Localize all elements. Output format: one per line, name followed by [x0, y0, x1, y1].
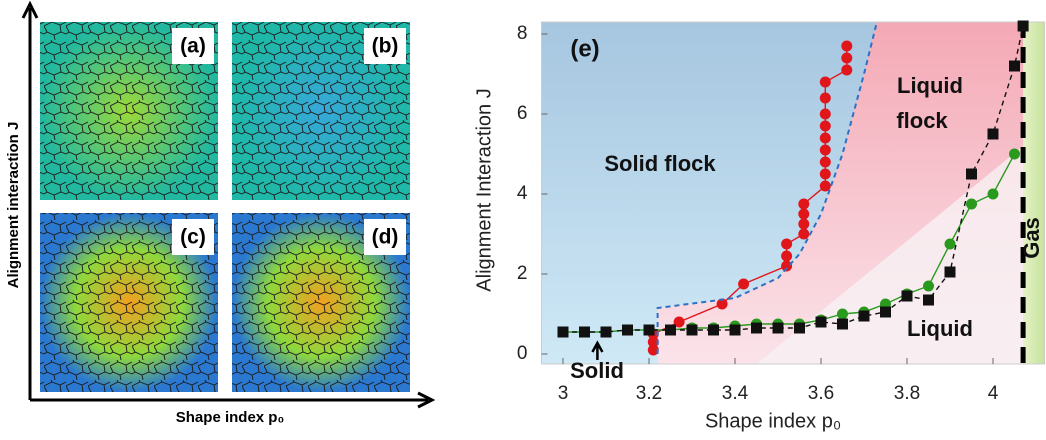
point	[966, 168, 977, 180]
series-line	[656, 21, 878, 354]
point	[647, 344, 659, 356]
point	[708, 324, 719, 336]
point	[686, 324, 698, 336]
panel-label: (a)	[180, 35, 206, 58]
point	[901, 290, 913, 302]
annotation: flock	[896, 108, 948, 133]
x-axis-label: Shape index p₀	[705, 410, 841, 432]
point	[837, 308, 848, 320]
annotation: Solid	[570, 358, 624, 383]
point	[819, 168, 831, 180]
point	[841, 52, 853, 64]
phase-diagram: 3 3.2 3.4 3.6 3.8 4 0 2 4 6 8 Shape index p₀ Alignme…	[473, 20, 1046, 432]
y-tick-label: 0	[517, 343, 528, 364]
label-box	[172, 28, 214, 64]
annotation: Liquid	[907, 316, 973, 341]
point	[1017, 20, 1029, 32]
y-axis-label: Alignment Interaction J	[473, 88, 495, 291]
gas-region	[1023, 22, 1045, 364]
label-box	[364, 28, 406, 64]
point	[579, 326, 590, 338]
point	[1009, 148, 1020, 160]
point	[622, 324, 633, 336]
x-tick-label: 3.4	[722, 383, 749, 404]
y-axis-label: Alignment interaction J	[5, 122, 22, 289]
label-box	[172, 219, 214, 255]
x-axis-label: Shape index p₀	[176, 409, 284, 426]
point	[781, 260, 793, 272]
point	[643, 324, 655, 336]
label-box	[364, 219, 406, 255]
point	[841, 64, 853, 76]
liquid-fade	[756, 146, 1024, 364]
point	[557, 326, 569, 338]
point	[819, 156, 831, 168]
solid-arrow	[591, 340, 604, 360]
point	[798, 228, 810, 240]
point	[1009, 60, 1020, 72]
gap	[30, 200, 430, 213]
y-tick-label: 6	[517, 103, 528, 124]
annotation: Liquid	[897, 73, 963, 98]
point	[819, 120, 831, 132]
point	[923, 280, 934, 292]
axis-arrows	[21, 0, 436, 409]
snapshot-panels: (a) (b) (c) (d) Alignment interaction J …	[5, 0, 436, 426]
point	[738, 278, 750, 290]
point	[781, 238, 793, 250]
point	[673, 316, 685, 328]
point	[819, 92, 831, 104]
point	[794, 322, 805, 334]
point	[819, 108, 831, 120]
point	[819, 144, 831, 156]
annotation: (e)	[570, 35, 599, 62]
point	[647, 336, 659, 348]
point	[665, 324, 676, 336]
point	[944, 238, 956, 250]
point	[729, 324, 741, 336]
point	[944, 266, 956, 278]
annotation: Gas	[1019, 217, 1044, 259]
point	[751, 322, 762, 334]
point	[798, 208, 810, 220]
y-tick-label: 4	[517, 183, 528, 204]
point	[819, 76, 831, 88]
point	[819, 132, 831, 144]
point	[841, 40, 853, 52]
point	[819, 180, 831, 192]
point	[798, 198, 810, 210]
point	[858, 310, 870, 322]
point	[600, 326, 612, 338]
plot-frame	[541, 21, 1046, 365]
x-tick-label: 3	[558, 383, 569, 404]
x-tick-label: 4	[988, 383, 999, 404]
point	[923, 294, 934, 306]
annotation: Solid flock	[604, 151, 716, 176]
point	[987, 128, 999, 140]
point	[880, 306, 891, 318]
point	[837, 318, 848, 330]
point	[716, 298, 728, 310]
point	[781, 250, 793, 262]
panel-label: (d)	[372, 226, 399, 249]
x-tick-label: 3.2	[636, 383, 662, 404]
point	[966, 198, 977, 210]
x-tick-label: 3.8	[894, 383, 920, 404]
y-tick-label: 8	[517, 23, 528, 44]
point	[772, 322, 784, 334]
point	[987, 188, 999, 200]
point	[798, 218, 810, 230]
point	[815, 316, 827, 328]
panel-label: (c)	[180, 226, 206, 249]
y-tick-label: 2	[517, 263, 528, 284]
panel-label: (b)	[372, 35, 399, 58]
x-tick-label: 3.6	[808, 383, 834, 404]
